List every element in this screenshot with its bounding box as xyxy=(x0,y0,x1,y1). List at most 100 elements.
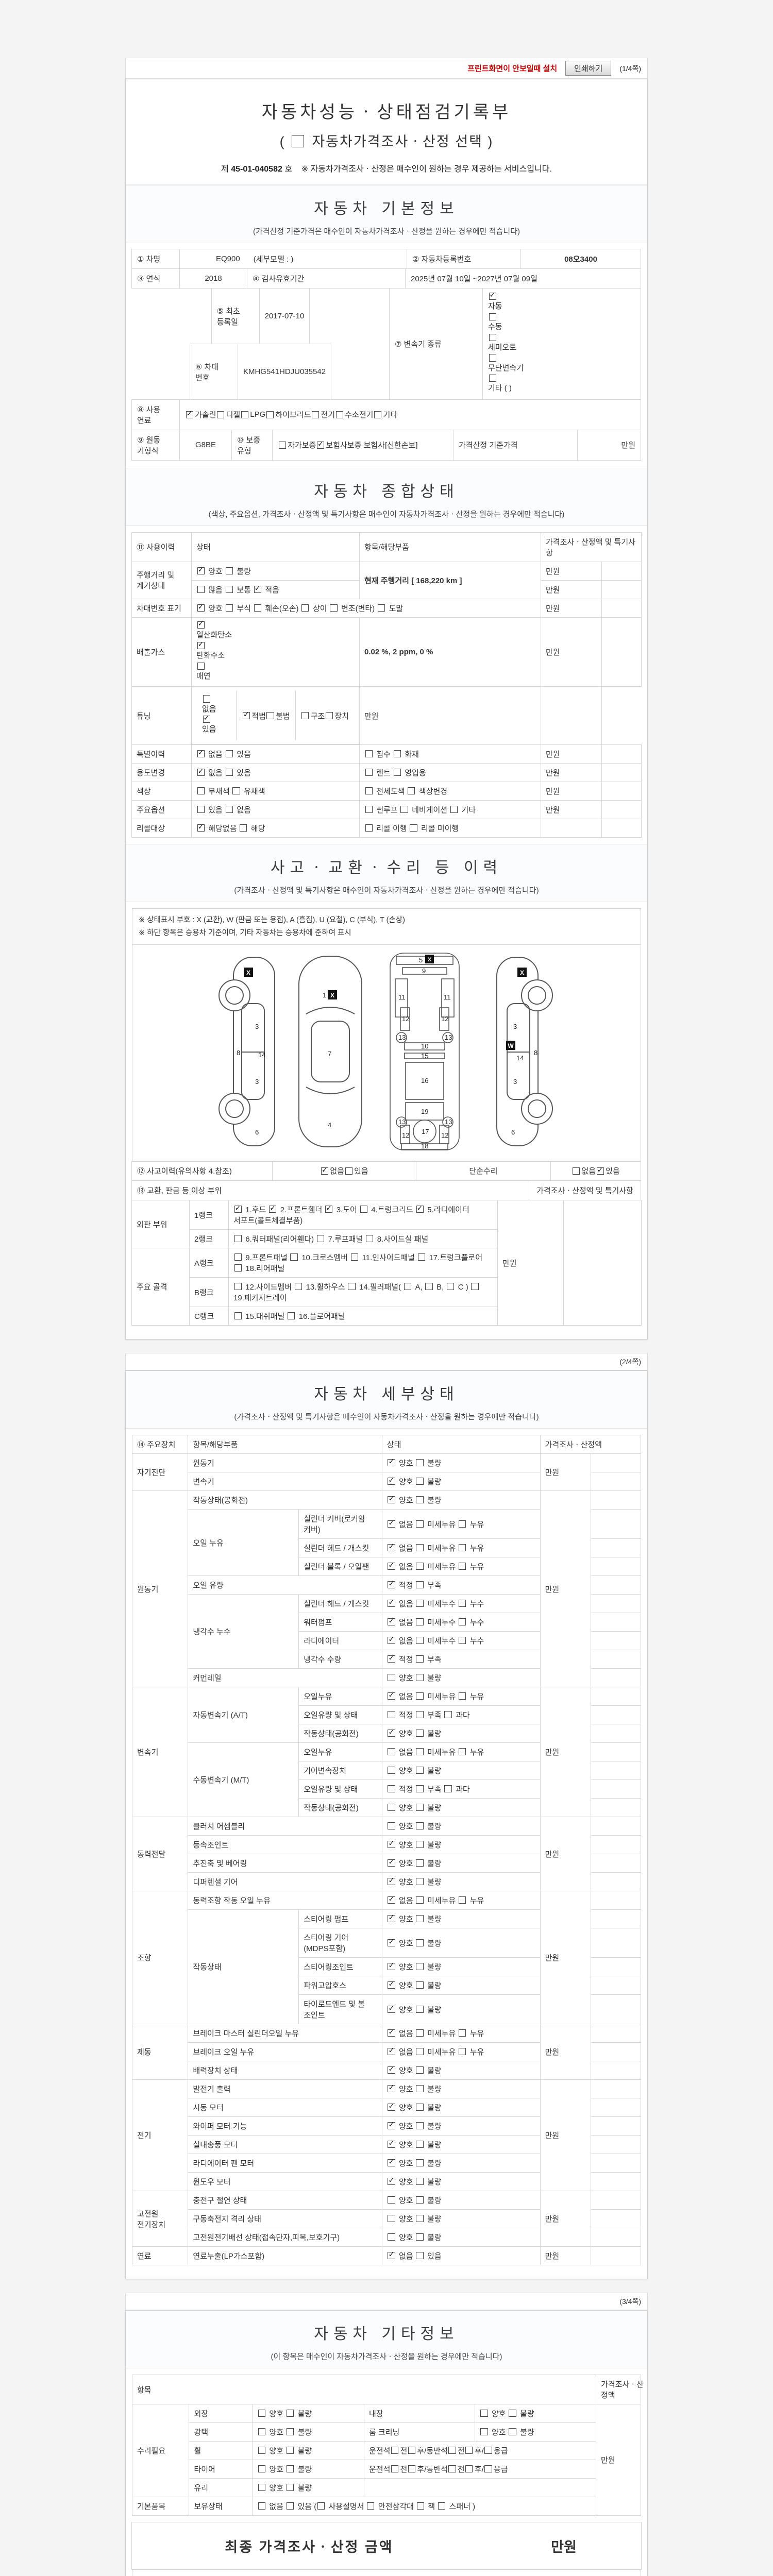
price-cell: 만원 xyxy=(541,561,602,581)
empty-cell xyxy=(590,2061,642,2080)
elec-4: 실내송풍 모터 xyxy=(188,2135,382,2155)
tuning-kind: 구조 장치 xyxy=(295,691,354,740)
repair-ext: 외장 xyxy=(189,2404,253,2424)
empty-cell xyxy=(590,1817,642,1836)
price-cell: 만원 xyxy=(541,580,602,599)
engine-oil-level: 오일 유량 xyxy=(188,1575,382,1595)
steer-1: 동력조향 작동 오일 누유 xyxy=(188,1891,382,1910)
option-state: 있음 없음 xyxy=(191,800,360,819)
price-cell: 만원 xyxy=(540,2024,591,2080)
hv-group-label: 고전원 전기장치 xyxy=(131,2191,189,2247)
engine-coolant-2-state: 없음 미세누수 누수 xyxy=(381,1613,541,1632)
empty-cell xyxy=(590,2191,642,2210)
tuning-exist: 있음 xyxy=(202,716,216,736)
basic-items-label: 기본품목 xyxy=(131,2497,190,2516)
svg-text:11: 11 xyxy=(444,993,451,1001)
brake-group-label: 제동 xyxy=(131,2024,189,2080)
basic-row-1: ① 차명 EQ900 (세부모델 : ) ② 자동차등록번호 08오3400 xyxy=(131,249,641,269)
repair-wheel-detail: 운전석 전 후/동반석 전 후/응급 xyxy=(363,2441,597,2461)
trans-at-2-state: 적정 부족 과다 xyxy=(381,1705,541,1725)
svg-text:3: 3 xyxy=(513,1023,517,1030)
trans-at: 자동변속기 (A/T) xyxy=(188,1687,299,1743)
steer-o4: 파워고압호스 xyxy=(298,1976,382,1995)
label-inspection-period: ④ 검사유효기간 xyxy=(247,268,406,289)
vin-mark-state: 양호 부식 훼손(오손) 상이 변조(변타) 도말 xyxy=(191,598,541,618)
engine-group-label: 원동기 xyxy=(131,1490,189,1688)
engine-oil-leak-2-state: 없음 미세누유 누유 xyxy=(381,1538,541,1558)
trans-at-3: 작동상태(공회전) xyxy=(298,1724,382,1743)
basic-row-2: ③ 연식 2018 ④ 검사유효기간 2025년 07월 10일 ~2027년 … xyxy=(131,268,641,289)
hv-1: 충전구 절연 상태 xyxy=(188,2191,382,2210)
hv-2: 구동축전지 격리 상태 xyxy=(188,2209,382,2229)
special-history-items: 침수 화재 xyxy=(359,744,541,764)
section-detail: 자동차 세부상태 (가격조사ㆍ산정액 및 특기사항은 매수인이 자동차가격조사ㆍ… xyxy=(126,1371,647,1429)
engine-commonrail: 커먼레일 xyxy=(188,1668,382,1688)
selfdiag-trans-state: 양호 불량 xyxy=(381,1472,541,1492)
engine-commonrail-state: 양호 불량 xyxy=(381,1668,541,1688)
empty-cell xyxy=(590,1872,642,1892)
engine-oil-leak-3-state: 없음 미세누유 누유 xyxy=(381,1557,541,1577)
svg-text:11: 11 xyxy=(398,993,406,1001)
trans-mt-2: 기어변속장치 xyxy=(298,1761,382,1781)
engine-oil-leak: 오일 누유 xyxy=(188,1509,299,1577)
rankB-items: 12.사이드멤버 13.휠하우스 14.필러패널( A, B, C ) 19.패… xyxy=(228,1277,498,1308)
repair-wheel-state: 양호 불량 xyxy=(252,2441,364,2461)
tuning-state: 없음 있음 적법 불법 구조 장치 xyxy=(192,687,359,744)
elec-6: 윈도우 모터 xyxy=(188,2172,382,2192)
car-damage-diagram: X 3 8 14 3 6 1 X 7 4 xyxy=(132,944,641,1162)
document-header: 자동차성능ㆍ상태점검기록부 ( 자동차가격조사ㆍ산정 선택 ) 제 45-01-… xyxy=(126,79,647,185)
repair-wheel: 휠 xyxy=(189,2441,253,2461)
print-toolbar: 프린트화면이 안보일때 설치 인쇄하기 (1/4쪽) xyxy=(125,58,648,79)
empty-cell xyxy=(601,617,642,687)
svg-text:8: 8 xyxy=(237,1049,240,1057)
engine-oil-leak-3: 실린더 블록 / 오일팬 xyxy=(298,1557,382,1577)
engine-oil-leak-1-state: 없음 미세누유 누유 xyxy=(381,1509,541,1539)
basic-row-5: ⑨ 원동 기형식 G8BE ⑩ 보증 유형 자가보증 보험사보증 보험사[신한손… xyxy=(131,429,641,461)
fuel-1: 연료누출(LP가스포함) xyxy=(188,2246,382,2266)
detail-h1: ⑭ 주요장치 xyxy=(131,1435,189,1454)
empty-cell xyxy=(590,2246,642,2266)
detail-h2: 항목/해당부품 xyxy=(188,1435,382,1454)
empty-cell xyxy=(590,1613,642,1632)
price-cell: 만원 xyxy=(541,744,602,764)
steer-o4-state: 양호 불량 xyxy=(381,1976,541,1995)
steer-o3: 스티어링조인트 xyxy=(298,1957,382,1977)
price-cell: 만원 xyxy=(540,1490,591,1688)
empty-cell xyxy=(601,762,642,782)
steer-group-label: 조향 xyxy=(131,1891,189,2025)
final-price-label: 최종 가격조사ㆍ산정 금액 xyxy=(225,2539,394,2555)
repair-int: 내장 xyxy=(363,2404,475,2424)
svg-text:8: 8 xyxy=(534,1049,537,1057)
rank2-items: 6.쿼터패널(리어휀다) 7.루프패널 8.사이드실 패널 xyxy=(228,1229,498,1249)
elec-group-label: 전기 xyxy=(131,2079,189,2192)
section-accident-title: 사고ㆍ교환ㆍ수리 등 이력 xyxy=(270,859,503,876)
print-button[interactable]: 인쇄하기 xyxy=(565,61,612,76)
empty-cell xyxy=(363,2478,597,2498)
empty-cell xyxy=(590,1928,642,1958)
page-3: 자동차 기타정보 (이 항목은 매수인이 자동차가격조사ㆍ산정을 원하는 경우에… xyxy=(125,2310,648,2576)
brake-1: 브레이크 마스터 실린더오일 누유 xyxy=(188,2024,382,2043)
rank1-label: 1랭크 xyxy=(189,1200,229,1230)
engine-coolant-3-state: 없음 미세누수 누수 xyxy=(381,1631,541,1651)
accident-history-label: ⑫ 사고이력(유의사항 4.참조) xyxy=(131,1161,273,1181)
svg-text:16: 16 xyxy=(421,1077,428,1084)
svg-text:12: 12 xyxy=(402,1015,409,1023)
svg-text:12: 12 xyxy=(402,1131,409,1139)
value-warranty-type: 자가보증 보험사보증 보험사[신한손보] xyxy=(272,429,453,461)
svg-text:15: 15 xyxy=(421,1052,428,1060)
svg-text:13: 13 xyxy=(398,1118,406,1126)
brake-2: 브레이크 오일 누유 xyxy=(188,2042,382,2062)
price-cell: 만원 xyxy=(541,598,602,618)
empty-cell xyxy=(590,1668,642,1688)
svg-text:13: 13 xyxy=(398,1033,406,1041)
power-2: 등속조인트 xyxy=(188,1835,382,1855)
svg-text:14: 14 xyxy=(258,1051,265,1059)
svg-text:7: 7 xyxy=(328,1050,331,1058)
empty-cell xyxy=(590,2172,642,2192)
doc-no-prefix: 제 xyxy=(221,165,229,174)
state-code-note-1: ※ 상태표시 부호 : X (교환), W (판금 또는 용접), A (흠집)… xyxy=(139,916,405,924)
empty-cell xyxy=(590,2024,642,2043)
empty-cell xyxy=(590,1472,642,1492)
svg-text:18: 18 xyxy=(421,1142,428,1150)
rankB-label: B랭크 xyxy=(189,1277,229,1308)
